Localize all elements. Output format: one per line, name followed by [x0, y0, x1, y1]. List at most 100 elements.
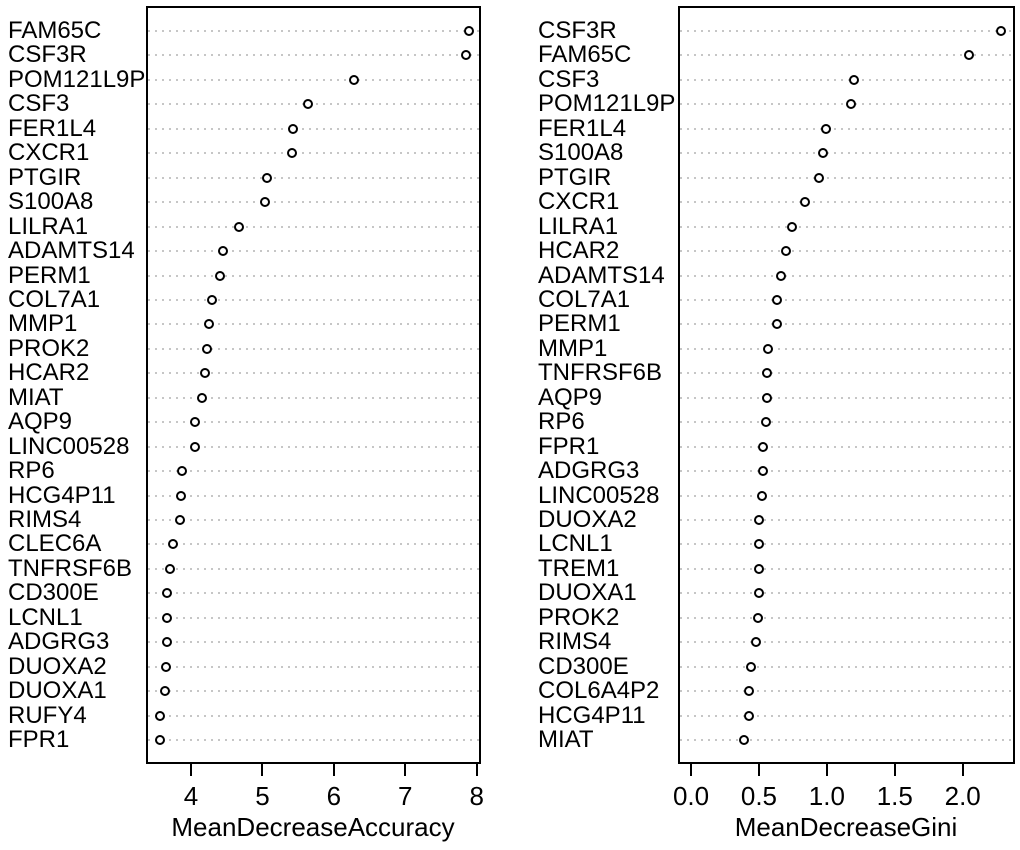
gridline — [148, 30, 479, 32]
data-point — [201, 343, 212, 354]
row-label: FER1L4 — [538, 114, 627, 142]
data-point — [218, 246, 229, 257]
data-point — [168, 539, 179, 550]
row-label: MMP1 — [8, 310, 78, 338]
gridline — [148, 176, 479, 179]
gridline — [680, 592, 1013, 595]
row-label: RP6 — [8, 457, 55, 485]
gridline — [680, 396, 1013, 399]
row-label: ADGRG3 — [8, 628, 110, 656]
gridline — [680, 616, 1013, 619]
data-point — [154, 735, 165, 746]
data-point — [175, 515, 186, 525]
gridline — [680, 30, 1013, 32]
gridline — [148, 714, 479, 717]
row-label: CD300E — [538, 652, 629, 680]
x-axis-tick-label: 0.5 — [740, 781, 778, 811]
gridline — [680, 298, 1013, 301]
data-point — [820, 123, 831, 134]
data-point — [189, 417, 200, 428]
data-point — [758, 441, 769, 452]
data-point — [203, 319, 214, 330]
row-label: HCAR2 — [8, 359, 90, 387]
row-label: POM121L9P — [8, 65, 146, 93]
row-label: PROK2 — [538, 603, 620, 631]
gridline — [680, 445, 1013, 448]
row-label: PTGIR — [538, 163, 612, 191]
row-label: RUFY4 — [8, 701, 87, 729]
data-point — [461, 50, 471, 61]
x-axis-tick-label: 1.0 — [808, 781, 845, 811]
row-label: LINC00528 — [538, 481, 660, 509]
data-point — [189, 441, 200, 452]
gridline — [680, 690, 1013, 693]
data-point — [348, 74, 359, 85]
row-label: DUOXA1 — [8, 677, 107, 705]
gridline — [680, 372, 1013, 375]
row-label: AQP9 — [538, 383, 603, 411]
gridline — [680, 176, 1013, 179]
row-label: FER1L4 — [8, 114, 97, 142]
row-label: MIAT — [538, 726, 594, 754]
gridline — [148, 690, 479, 693]
gridline — [680, 250, 1013, 253]
data-point — [753, 563, 764, 574]
data-point — [763, 343, 774, 354]
row-label: LCNL1 — [8, 603, 83, 631]
plot-frame — [146, 6, 481, 764]
data-point — [155, 710, 166, 721]
row-label: LCNL1 — [538, 530, 613, 558]
gridline — [148, 592, 479, 595]
plot-frame — [678, 6, 1015, 764]
gridline — [148, 567, 479, 570]
row-label: LINC00528 — [8, 432, 130, 460]
data-point — [176, 490, 186, 501]
data-point — [849, 74, 860, 85]
data-point — [846, 99, 857, 110]
row-label: CXCR1 — [8, 139, 90, 167]
gridline — [148, 78, 479, 81]
row-label: PERM1 — [538, 310, 621, 338]
data-point — [463, 26, 474, 36]
data-point — [995, 26, 1006, 36]
row-label: POM121L9P — [538, 90, 676, 118]
row-label: CD300E — [8, 579, 99, 607]
gridline — [680, 323, 1013, 326]
x-axis-tick — [757, 764, 760, 776]
data-point — [196, 392, 207, 403]
gridline — [680, 567, 1013, 570]
gridline — [680, 421, 1013, 424]
row-label: LILRA1 — [538, 212, 619, 240]
gridline — [680, 201, 1013, 204]
data-point — [758, 466, 769, 477]
gridline — [680, 519, 1013, 521]
row-label: HCAR2 — [538, 237, 620, 265]
row-label: RIMS4 — [8, 506, 82, 533]
gridline — [680, 739, 1013, 742]
data-point — [303, 99, 314, 110]
gridline — [148, 543, 479, 546]
gridline — [680, 78, 1013, 81]
data-point — [215, 270, 226, 281]
row-label: COL6A4P2 — [538, 677, 660, 705]
gridline — [680, 543, 1013, 546]
row-label: MIAT — [8, 383, 64, 411]
data-point — [744, 710, 755, 721]
gridline — [148, 445, 479, 448]
gridline — [148, 616, 479, 619]
data-point — [751, 637, 762, 648]
x-axis-tick-label: 6 — [326, 781, 342, 811]
gridline — [148, 201, 479, 204]
x-axis-tick — [332, 764, 335, 776]
data-point — [176, 466, 187, 477]
gridline — [148, 470, 479, 473]
gridline — [680, 347, 1013, 350]
row-label: HCG4P11 — [8, 481, 116, 509]
gridline — [148, 323, 479, 326]
row-label: CSF3 — [538, 65, 600, 93]
gridline — [680, 274, 1013, 277]
data-point — [771, 294, 782, 305]
data-point — [771, 319, 782, 330]
x-axis-title: MeanDecreaseAccuracy — [171, 812, 455, 842]
